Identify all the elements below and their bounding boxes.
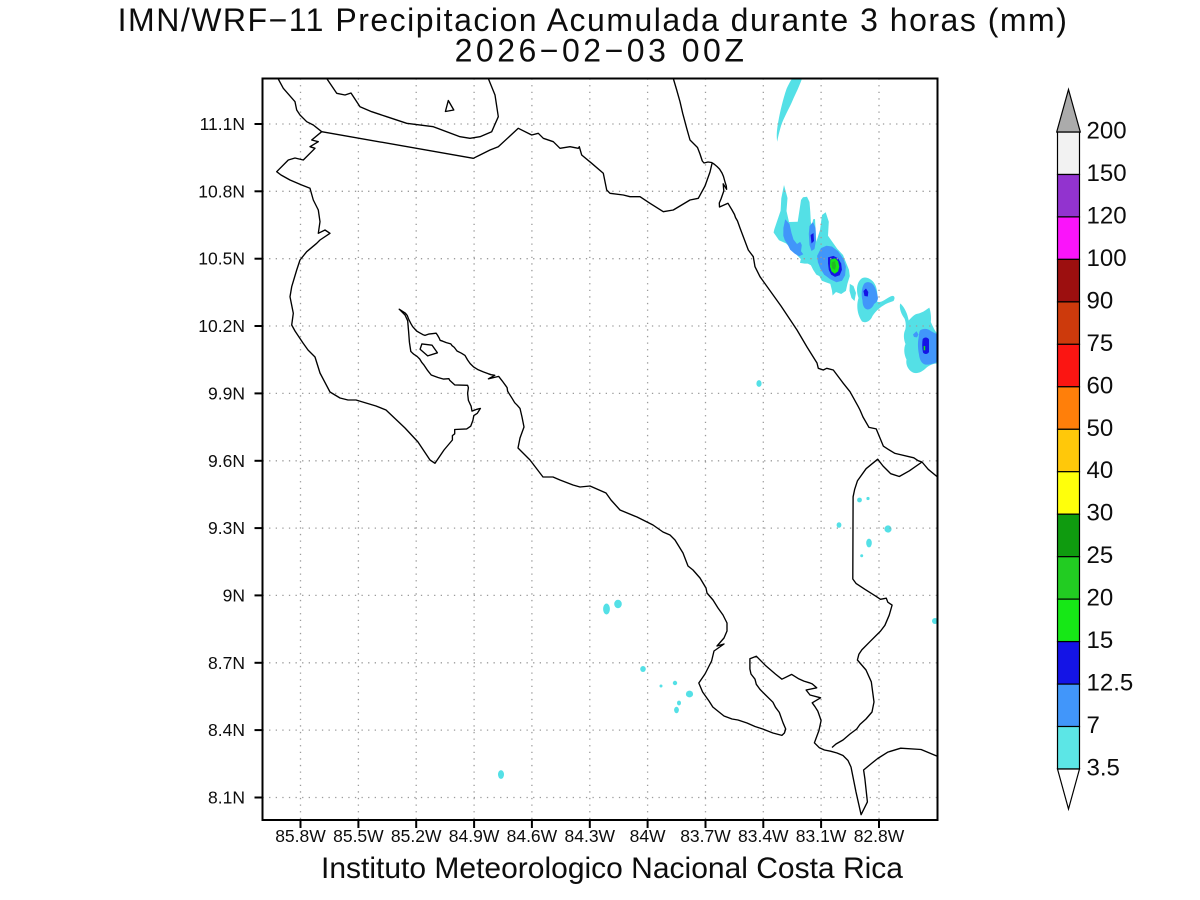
svg-text:85.5W: 85.5W (333, 826, 384, 846)
svg-text:10.2N: 10.2N (198, 316, 245, 336)
svg-text:Instituto Meteorologico Nacion: Instituto Meteorologico Nacional Costa R… (321, 852, 903, 885)
svg-text:84.9W: 84.9W (449, 826, 500, 846)
svg-text:85.2W: 85.2W (391, 826, 442, 846)
svg-text:40: 40 (1087, 457, 1114, 484)
svg-text:84.3W: 84.3W (565, 826, 616, 846)
svg-text:83.1W: 83.1W (796, 826, 847, 846)
svg-text:IMN/WRF−11 Precipitacion Acumu: IMN/WRF−11 Precipitacion Acumulada duran… (118, 2, 1069, 38)
svg-text:84W: 84W (630, 826, 666, 846)
svg-text:9.3N: 9.3N (208, 518, 245, 538)
svg-text:85.8W: 85.8W (275, 826, 326, 846)
svg-text:100: 100 (1087, 245, 1127, 272)
svg-text:12.5: 12.5 (1087, 670, 1134, 697)
svg-text:20: 20 (1087, 585, 1114, 612)
svg-text:11.1N: 11.1N (200, 114, 245, 134)
svg-text:83.7W: 83.7W (680, 826, 731, 846)
svg-text:15: 15 (1087, 627, 1114, 654)
svg-text:9N: 9N (223, 585, 245, 605)
svg-text:10.8N: 10.8N (198, 181, 245, 201)
svg-text:50: 50 (1087, 415, 1114, 442)
svg-text:8.1N: 8.1N (208, 788, 245, 808)
svg-text:75: 75 (1087, 330, 1114, 357)
svg-text:120: 120 (1087, 202, 1127, 229)
svg-text:30: 30 (1087, 500, 1114, 527)
svg-text:200: 200 (1087, 118, 1127, 145)
svg-text:8.4N: 8.4N (208, 720, 245, 740)
svg-text:3.5: 3.5 (1087, 755, 1120, 782)
svg-text:7: 7 (1087, 712, 1100, 739)
svg-text:90: 90 (1087, 287, 1114, 314)
svg-text:150: 150 (1087, 160, 1127, 187)
svg-text:9.9N: 9.9N (208, 383, 245, 403)
svg-text:9.6N: 9.6N (208, 451, 245, 471)
svg-text:2026−02−03 00Z: 2026−02−03 00Z (455, 33, 748, 69)
svg-text:8.7N: 8.7N (208, 653, 245, 673)
svg-text:10.5N: 10.5N (198, 249, 245, 269)
svg-text:83.4W: 83.4W (738, 826, 789, 846)
svg-text:84.6W: 84.6W (507, 826, 558, 846)
svg-text:25: 25 (1087, 542, 1114, 569)
svg-text:60: 60 (1087, 372, 1114, 399)
svg-text:82.8W: 82.8W (854, 826, 905, 846)
